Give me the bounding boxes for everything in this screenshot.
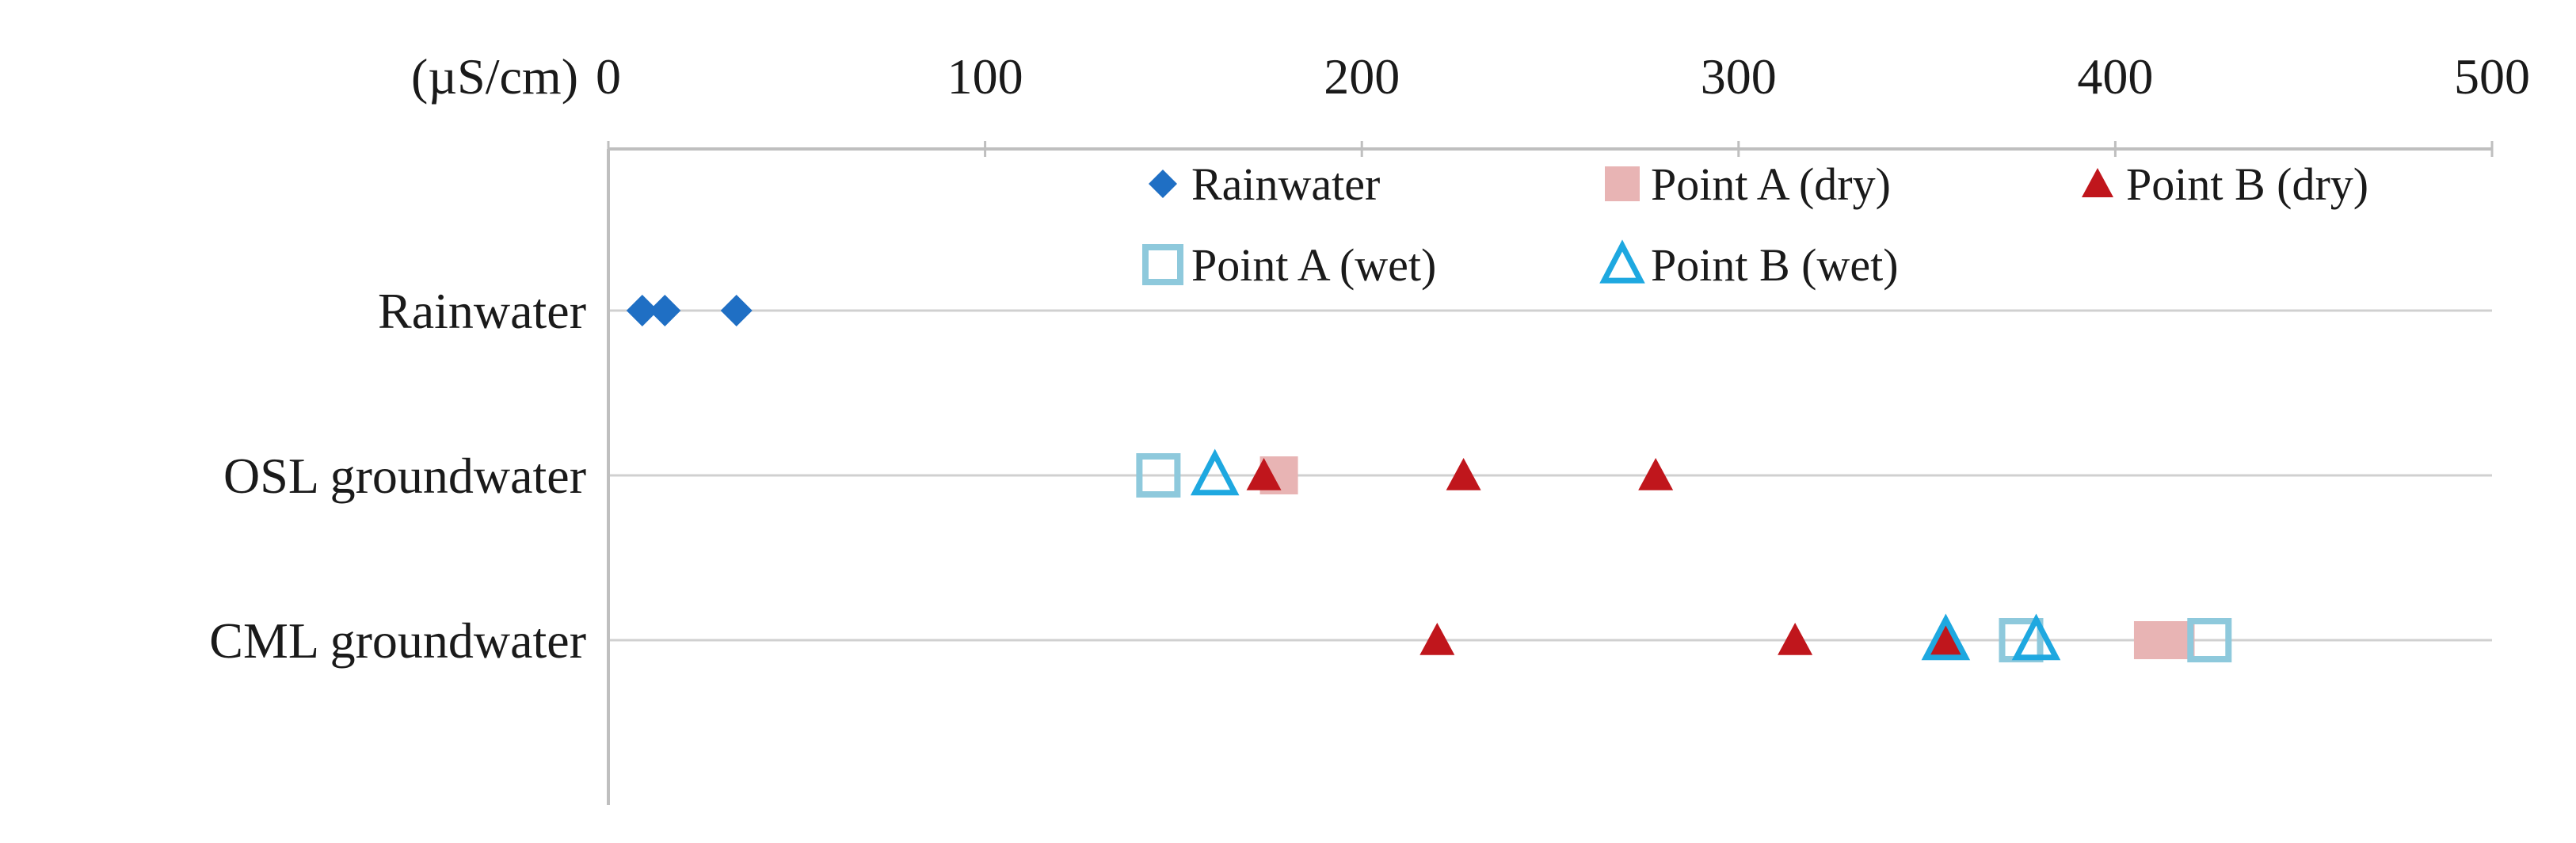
category-label: CML groundwater xyxy=(209,612,586,669)
series-point-b-dry xyxy=(1246,458,1964,655)
x-tick-label: 500 xyxy=(2454,48,2530,105)
legend-label: Point A (dry) xyxy=(1651,158,1891,210)
legend-label: Point B (dry) xyxy=(2126,158,2368,210)
legend-label: Point B (wet) xyxy=(1651,239,1899,291)
x-tick-label: 100 xyxy=(947,48,1023,105)
data-point xyxy=(2011,613,2061,661)
data-point xyxy=(1136,453,1181,498)
data-points xyxy=(626,295,2232,662)
x-tick-label: 300 xyxy=(1701,48,1777,105)
legend: Rainwater Point A (dry) Point B (dry) Point… xyxy=(1142,158,2368,291)
series-point-b-wet xyxy=(1190,448,2061,661)
legend-item: Point A (wet) xyxy=(1142,239,1436,291)
legend-marker xyxy=(1149,170,1177,198)
legend-item: Point B (dry) xyxy=(2082,158,2368,210)
legend-item: Point B (wet) xyxy=(1599,239,1899,291)
x-tick-labels: 0 100 200 300 400 500 xyxy=(596,48,2530,157)
gridlines xyxy=(608,309,2492,642)
series-point-a-dry xyxy=(1259,456,2195,659)
category-label: Rainwater xyxy=(378,283,586,339)
data-point xyxy=(1778,623,1813,655)
unit-label: (µS/cm) xyxy=(411,48,578,105)
legend-label: Rainwater xyxy=(1191,158,1380,210)
legend-marker xyxy=(2082,168,2113,197)
data-point xyxy=(1921,613,1971,661)
data-point xyxy=(1446,458,1481,490)
axes xyxy=(607,147,2492,805)
data-point xyxy=(720,295,753,326)
data-point xyxy=(1190,448,1240,496)
data-point xyxy=(1928,623,1964,655)
legend-marker xyxy=(1605,166,1640,201)
series-rainwater xyxy=(626,295,753,326)
data-point xyxy=(1419,623,1455,655)
category-label: OSL groundwater xyxy=(223,448,586,504)
data-point xyxy=(2187,618,2232,662)
x-tick-label: 200 xyxy=(1324,48,1400,105)
legend-label: Point A (wet) xyxy=(1191,239,1436,291)
legend-marker xyxy=(1599,239,1645,284)
x-tick-label: 0 xyxy=(596,48,621,105)
data-point xyxy=(1246,458,1282,490)
x-tick-label: 400 xyxy=(2077,48,2153,105)
data-point xyxy=(626,295,658,326)
data-point xyxy=(1638,458,1674,490)
legend-marker xyxy=(1142,244,1183,285)
legend-item: Point A (dry) xyxy=(1605,158,1891,210)
legend-item: Rainwater xyxy=(1149,158,1380,210)
category-labels: Rainwater OSL groundwater CML groundwater xyxy=(209,283,586,669)
series-point-a-wet xyxy=(1136,453,2232,662)
data-point xyxy=(649,295,681,326)
